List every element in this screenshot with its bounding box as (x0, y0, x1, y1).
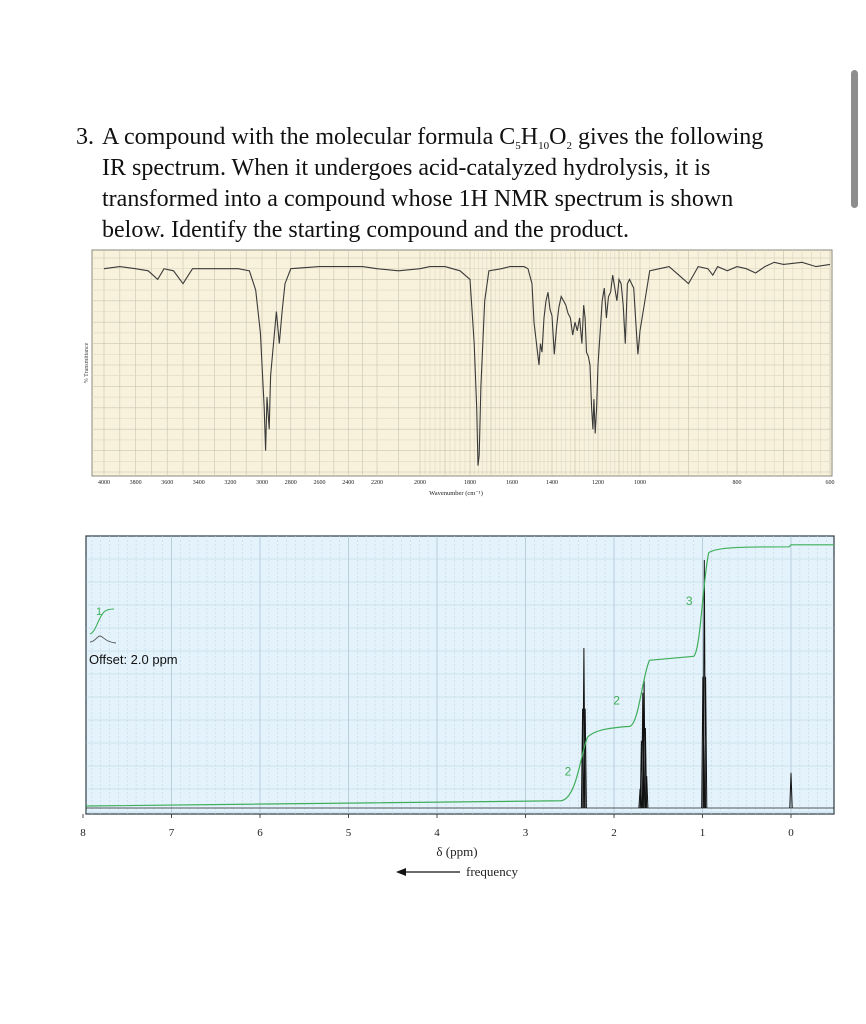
ir-x-tick-label: 1600 (506, 480, 518, 486)
nmr-peak-line (645, 775, 649, 809)
ir-x-tick-label: 2600 (314, 480, 326, 486)
ir-x-tick-label: 4000 (98, 480, 110, 486)
ir-x-tick-label: 600 (826, 480, 835, 486)
frequency-arrow-head (396, 868, 406, 876)
nmr-integral-label: 2 (613, 693, 620, 707)
ir-x-tick-label: 2000 (414, 480, 426, 486)
frequency-label: frequency (466, 864, 518, 879)
ir-spectrum-chart: 4000 3800 3600 3400 3200 3000 2800 2600 2400 2200… (84, 249, 835, 497)
formula-subscript-o: 2 (566, 140, 572, 152)
question-line-4: below. Identify the starting compound an… (102, 217, 629, 243)
nmr-x-tick-label: 3 (523, 827, 529, 839)
ir-x-tick-label: 3800 (130, 480, 142, 486)
ir-y-axis-label: % Transmittance (84, 342, 90, 383)
formula-o: O (549, 124, 567, 150)
nmr-offset-peak (89, 635, 117, 644)
nmr-offset-integral-curve (89, 608, 115, 635)
nmr-grid (86, 536, 834, 814)
question-text: 3. A compound with the molecular formula… (76, 122, 816, 246)
nmr-offset-label: Offset: 2.0 ppm (89, 652, 178, 667)
nmr-integral-label: 3 (686, 594, 693, 608)
ir-grid (92, 250, 832, 476)
nmr-x-tick-label: 6 (257, 827, 263, 839)
nmr-x-tick-label: 2 (611, 827, 617, 839)
question-line-1: A compound with the molecular formula C5… (102, 122, 816, 153)
ir-x-tick-label: 2400 (342, 480, 354, 486)
formula-h: H (520, 124, 539, 150)
ir-x-tick-label: 3400 (193, 480, 205, 486)
nmr-x-tick-label: 8 (80, 827, 86, 839)
scrollbar[interactable] (851, 70, 858, 208)
ir-x-tick-label: 1000 (634, 480, 646, 486)
nmr-integral-label: 2 (565, 764, 572, 778)
ir-trace (103, 261, 831, 466)
ir-x-tick-label: 3000 (256, 480, 268, 486)
ir-x-tick-label: 1800 (464, 480, 476, 486)
question-number: 3. (76, 124, 94, 150)
nmr-peak-line (789, 772, 793, 809)
ir-x-tick-label: 2800 (285, 480, 297, 486)
nmr-x-tick-label: 0 (788, 827, 794, 839)
nmr-x-tick-label: 1 (700, 827, 706, 839)
ir-x-tick-label: 800 (733, 480, 742, 486)
ir-x-tick-label: 1200 (592, 480, 604, 486)
formula-subscript-h: 10 (538, 140, 550, 152)
formula-subscript-c: 5 (515, 140, 521, 152)
question-line-1-text-a: A compound with the molecular formula C (102, 124, 516, 150)
ir-x-axis-label: Wavenumber (cm⁻¹) (429, 490, 483, 497)
question-line-2: IR spectrum. When it undergoes acid-cata… (102, 155, 711, 181)
nmr-integral-curve (85, 544, 834, 807)
question-line-3: transformed into a compound whose 1H NMR… (102, 186, 734, 212)
question-line-1-text-b: gives the following (571, 124, 764, 150)
nmr-plot-background (85, 535, 835, 815)
nmr-x-tick-label: 4 (434, 827, 440, 839)
ir-x-tick-label: 1400 (546, 480, 558, 486)
nmr-offset-integral-label: 1 (96, 606, 102, 618)
ir-plot-background (91, 249, 833, 477)
nmr-peak-line (703, 676, 708, 809)
nmr-x-tick-label: 7 (169, 827, 175, 839)
nmr-peak-line (583, 708, 587, 809)
ir-x-tick-label: 3200 (224, 480, 236, 486)
ir-x-tick-label: 3600 (161, 480, 173, 486)
ir-x-tick-label: 2200 (371, 480, 383, 486)
nmr-x-axis-label: δ (ppm) (436, 844, 477, 859)
nmr-x-tick-label: 5 (346, 827, 352, 839)
